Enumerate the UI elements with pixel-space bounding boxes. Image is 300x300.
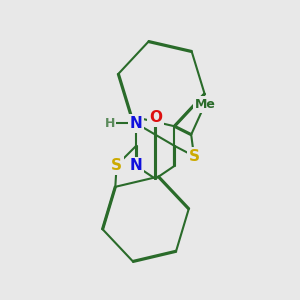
Text: S: S [188, 148, 200, 164]
Text: N: N [130, 158, 142, 173]
Text: N: N [130, 116, 142, 131]
Text: O: O [149, 110, 162, 125]
Text: S: S [111, 158, 122, 173]
Text: Me: Me [194, 98, 215, 111]
Text: H: H [104, 117, 115, 130]
